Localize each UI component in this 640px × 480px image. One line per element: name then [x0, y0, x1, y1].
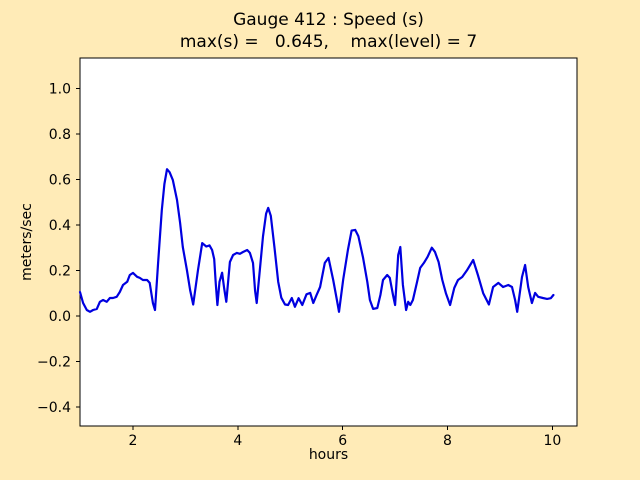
chart-subtitle: max(s) = 0.645, max(level) = 7	[179, 32, 478, 52]
y-tick-label: 0.4	[49, 218, 71, 234]
x-tick-label: 4	[233, 433, 242, 449]
y-tick-label: 1.0	[49, 81, 71, 97]
x-tick-label: 10	[543, 433, 561, 449]
chart-title: Gauge 412 : Speed (s)	[233, 10, 424, 30]
x-tick-label: 6	[338, 433, 347, 449]
y-tick-label: 0.6	[49, 172, 71, 188]
x-axis-label: hours	[308, 447, 349, 463]
speed-line	[78, 168, 555, 313]
chart-title-block: Gauge 412 : Speed (s) max(s) = 0.645, ma…	[80, 9, 577, 53]
y-tick-label: −0.2	[37, 354, 71, 370]
y-tick-label: −0.4	[37, 400, 71, 416]
y-tick-label: 0.8	[49, 127, 71, 143]
y-tick-label: 0.0	[49, 309, 71, 325]
x-tick-label: 2	[128, 433, 137, 449]
y-tick-label: 0.2	[49, 263, 71, 279]
axes-background	[79, 57, 578, 427]
x-tick-label: 8	[443, 433, 452, 449]
